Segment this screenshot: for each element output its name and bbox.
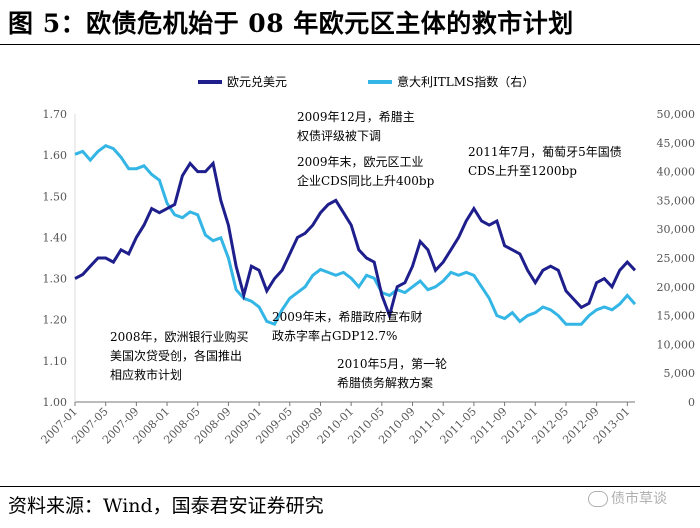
right-tick-label: 40,000 [657,166,696,179]
right-tick-label: 15,000 [657,310,696,323]
ann-2009-end-cds-line: 企业CDS同比上升400bp [297,173,435,188]
ann-2009-end-deficit-line: 政赤字率占GDP12.7% [272,328,397,343]
ann-2011-07-line: 2011年7月，葡萄牙5年国债 [468,145,622,159]
ann-2009-12-line: 权债评级被下调 [297,129,381,143]
left-tick-label: 1.00 [43,396,68,409]
wechat-icon [588,491,608,507]
chart: 欧元兑美元 意大利ITLMS指数（右） 1.00 1.10 1.20 1.30 1.40… [39,74,696,446]
ann-2008-line: 2008年，欧洲银行业购买 [110,329,249,344]
watermark-label: 债市草谈 [611,491,667,507]
left-tick-label: 1.30 [43,273,68,286]
legend: 欧元兑美元 意大利ITLMS指数（右） [198,74,534,89]
x-axis-ticks: 2007-012007-052007-092008-012008-052008-… [39,402,632,446]
ann-2009-12-line: 2009年12月，希腊主 [297,109,415,124]
left-tick-label: 1.40 [43,231,68,244]
ann-2010-05-line: 2010年5月，第一轮 [337,357,447,371]
left-tick-label: 1.10 [43,355,68,368]
watermark: 债市草谈 [588,488,667,508]
left-tick-label: 1.20 [43,314,68,327]
right-tick-label: 5,000 [664,367,696,380]
right-tick-label: 25,000 [657,252,696,265]
right-tick-label: 50,000 [657,108,696,121]
right-axis-ticks: 0 5,000 10,000 15,000 20,000 25,000 30,000 35,0… [657,108,696,409]
ann-2009-end-cds-line: 2009年末，欧元区工业 [297,155,424,169]
ann-2011-07-line: CDS上升至1200bp [468,164,577,178]
legend-label-eurusd: 欧元兑美元 [227,75,287,89]
series-line-eurusd [74,160,637,321]
right-tick-label: 10,000 [657,338,696,351]
left-axis-ticks: 1.00 1.10 1.20 1.30 1.40 1.50 1.60 1.70 [43,108,68,409]
left-tick-label: 1.60 [43,149,68,162]
right-tick-label: 0 [688,396,695,409]
left-tick-label: 1.50 [43,190,68,203]
series-line-itlms [74,144,637,327]
ann-2008-line: 相应救市计划 [110,367,182,382]
ann-2009-end-deficit-line: 2009年末，希腊政府宣布财 [272,309,423,324]
page-title: 图 5：欧债危机始于 08 年欧元区主体的救市计划 [8,9,574,38]
right-tick-label: 35,000 [657,194,696,207]
right-tick-label: 45,000 [657,137,696,150]
ann-2008-line: 美国次贷受创，各国推出 [110,348,242,363]
source-divider [0,486,700,487]
left-tick-label: 1.70 [43,108,68,121]
ann-2010-05-line: 希腊债务解救方案 [337,375,433,390]
source-note: 资料来源：Wind，国泰君安证券研究 [8,495,324,517]
legend-label-itlms: 意大利ITLMS指数（右） [397,74,534,89]
right-tick-label: 30,000 [657,223,696,236]
right-tick-label: 20,000 [657,281,696,294]
title-divider [0,44,700,45]
